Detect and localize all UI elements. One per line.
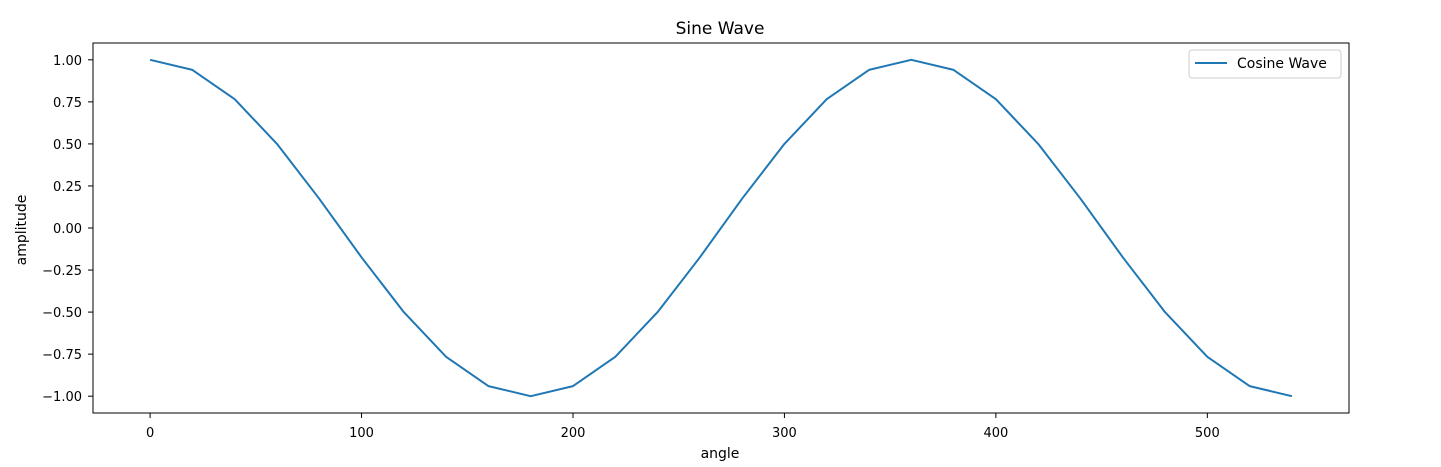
y-tick-label: −0.25 — [42, 264, 82, 279]
y-axis-label: amplitude — [14, 195, 30, 266]
legend-box — [1188, 49, 1342, 79]
y-tick-label: 1.00 — [53, 54, 82, 69]
x-tick-label: 100 — [349, 426, 374, 441]
x-tick-label: 500 — [1195, 426, 1220, 441]
x-axis-label: angle — [701, 446, 740, 462]
legend-label: Cosine Wave — [1237, 56, 1327, 72]
legend: Cosine Wave — [1188, 49, 1342, 79]
x-tick-label: 400 — [983, 426, 1008, 441]
x-tick-label: 200 — [561, 426, 586, 441]
y-tick-label: 0.75 — [53, 96, 82, 111]
y-tick-label: 0.00 — [53, 222, 82, 237]
y-axis: 1.00 0.75 0.50 0.25 0.00 −0.25 −0.50 −0.75 −1.00 — [42, 54, 93, 405]
x-axis: 0 100 200 300 400 500 — [146, 413, 1220, 441]
series-layer — [149, 58, 1293, 398]
y-tick-label: −1.00 — [42, 390, 82, 405]
x-tick-label: 0 — [146, 426, 154, 441]
y-tick-label: −0.50 — [42, 306, 82, 321]
series-line-cosine-wave — [149, 58, 1293, 398]
y-tick-label: 0.50 — [53, 138, 82, 153]
x-tick-label: 300 — [772, 426, 797, 441]
y-tick-label: −0.75 — [42, 348, 82, 363]
chart-title: Sine Wave — [676, 19, 765, 39]
y-tick-label: 0.25 — [53, 180, 82, 195]
